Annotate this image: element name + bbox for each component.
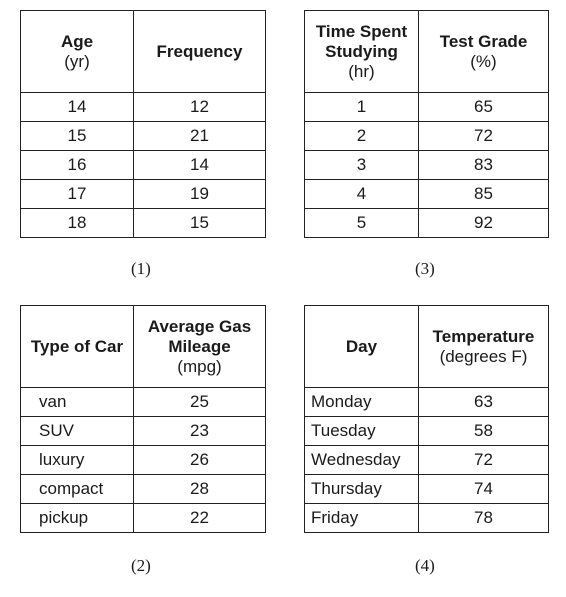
table-row: 3 83: [304, 150, 549, 180]
table-row: Tuesday 58: [304, 416, 549, 446]
header-cell: Test Grade (%): [418, 10, 549, 93]
table-row: 18 15: [20, 208, 266, 238]
table-caption: (2): [131, 556, 151, 575]
table-row: pickup 22: [20, 503, 266, 533]
table-row: compact 28: [20, 474, 266, 504]
table-row: Thursday 74: [304, 474, 549, 504]
table-row: 17 19: [20, 179, 266, 209]
table-4: Day Temperature (degrees F) Monday 63 Tues…: [304, 305, 549, 533]
table-row: 16 14: [20, 150, 266, 180]
table-2: Type of Car Average Gas Mileage (mpg) van…: [20, 305, 266, 533]
table-1: Age (yr) Frequency 14 12 15 21 16 14 17 19 18…: [20, 10, 266, 238]
table-row: van 25: [20, 387, 266, 417]
table-row: 4 85: [304, 179, 549, 209]
table-row: luxury 26: [20, 445, 266, 475]
table-caption: (1): [131, 259, 151, 278]
table-row: 14 12: [20, 92, 266, 122]
table-row: SUV 23: [20, 416, 266, 446]
table-row: 15 21: [20, 121, 266, 151]
table-row: Friday 78: [304, 503, 549, 533]
header-cell: Day: [304, 305, 419, 388]
table-caption: (4): [415, 556, 435, 575]
table-row: 5 92: [304, 208, 549, 238]
header-cell: Frequency: [133, 10, 266, 93]
table-caption: (3): [415, 259, 435, 278]
header-cell: Average Gas Mileage (mpg): [133, 305, 266, 388]
table-row: Monday 63: [304, 387, 549, 417]
header-cell: Age (yr): [20, 10, 134, 93]
header-cell: Temperature (degrees F): [418, 305, 549, 388]
header-cell: Time Spent Studying (hr): [304, 10, 419, 93]
table-row: 2 72: [304, 121, 549, 151]
table-row: 1 65: [304, 92, 549, 122]
table-row: Wednesday 72: [304, 445, 549, 475]
header-cell: Type of Car: [20, 305, 134, 388]
